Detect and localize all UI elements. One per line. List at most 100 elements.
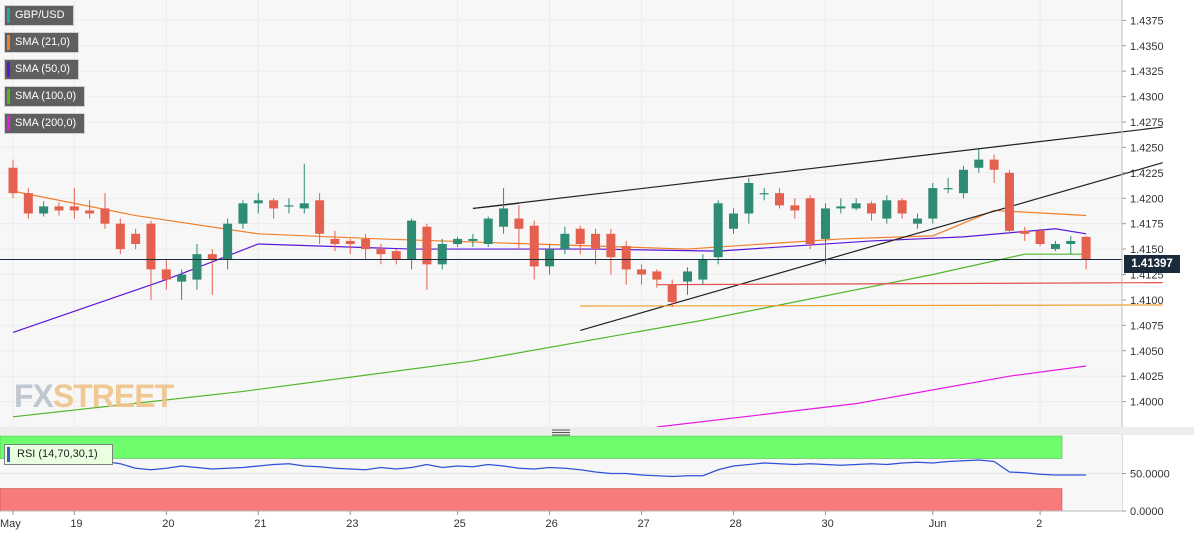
x-tick-label: 27 (638, 518, 650, 530)
candle (744, 177, 754, 224)
channel-top-short-line (472, 202, 519, 210)
legend-item-gbpusd[interactable]: GBP/USD (4, 5, 74, 26)
candle (1066, 235, 1076, 255)
candle-body (698, 259, 708, 280)
legend-label: GBP/USD (15, 9, 65, 21)
y-tick-label: 1.4075 (1130, 320, 1164, 332)
candle (912, 213, 922, 229)
candle-body (1004, 172, 1014, 231)
x-tick-label: 25 (454, 518, 466, 530)
legend-item-sma-21[interactable]: SMA (21,0) (4, 32, 80, 53)
candle (483, 216, 493, 248)
candle (437, 238, 447, 270)
candle-body (115, 223, 125, 250)
x-tick-label: 23 (346, 518, 358, 530)
candle-body (637, 269, 647, 275)
y-tick-label: 1.4225 (1130, 168, 1164, 180)
candle (330, 230, 340, 252)
x-tick-label: 26 (546, 518, 558, 530)
candle-body (223, 223, 233, 260)
candle-body (207, 254, 217, 260)
y-tick-label: 1.4100 (1130, 295, 1164, 307)
legend-item-sma-200[interactable]: SMA (200,0) (4, 113, 86, 134)
candle-body (606, 233, 616, 258)
candle (391, 249, 401, 265)
candle-body (820, 208, 830, 239)
candle-body (100, 208, 110, 224)
x-tick-label: 20 (162, 518, 174, 530)
candle (376, 244, 386, 265)
candle-body (192, 254, 202, 280)
candle (422, 223, 432, 290)
candle-body (974, 159, 984, 168)
candle (713, 200, 723, 265)
y-tick-label: 1.4325 (1130, 66, 1164, 78)
candle (315, 193, 325, 244)
candle (54, 202, 64, 216)
candle-body (667, 284, 677, 302)
candle (39, 201, 49, 217)
candle-body (575, 228, 585, 244)
candle-body (85, 210, 95, 214)
candle (606, 228, 616, 275)
sma-200-line (656, 365, 1087, 428)
candle-body (269, 200, 279, 209)
upper-channel-line (472, 126, 1163, 210)
candle (514, 205, 524, 250)
candle (1050, 240, 1060, 252)
candle-body (238, 203, 248, 224)
candle-body (161, 269, 171, 280)
x-tick-label: May (0, 518, 21, 530)
candle (759, 188, 769, 201)
candle-body (483, 218, 493, 244)
candle (453, 236, 463, 248)
panel-resize-handle[interactable] (552, 429, 570, 436)
y-tick-label: 1.4150 (1130, 244, 1164, 256)
candle-body (621, 246, 631, 270)
candle (1020, 226, 1030, 241)
candle-body (897, 200, 907, 214)
candle (652, 269, 662, 288)
candle-body (1035, 230, 1045, 244)
legend-label: SMA (50,0) (15, 63, 71, 75)
candle (560, 226, 570, 255)
candle (361, 233, 371, 260)
candle-body (560, 233, 570, 250)
candle (223, 218, 233, 270)
fxstreet-logo: FXSTREET (14, 378, 174, 414)
y-tick-label: 1.4275 (1130, 117, 1164, 129)
candle (161, 259, 171, 290)
candle (529, 220, 539, 280)
x-tick-label: 21 (254, 518, 266, 530)
candle (85, 200, 95, 219)
x-tick-label: 2 (1036, 518, 1042, 530)
legend-label: SMA (21,0) (15, 36, 71, 48)
y-tick-label: 1.4350 (1130, 41, 1164, 53)
candle-body (683, 271, 693, 282)
candle (8, 159, 18, 199)
candle (637, 264, 647, 285)
candle-body (54, 206, 64, 211)
candle-body (1050, 244, 1060, 250)
candle (882, 195, 892, 224)
candle-body (299, 203, 309, 209)
rising-wedge-line (580, 162, 1163, 331)
candle (238, 200, 248, 229)
candle-body (790, 205, 800, 211)
legend-item-sma-50[interactable]: SMA (50,0) (4, 59, 80, 80)
rsi-legend-item[interactable]: RSI (14,70,30,1) (4, 444, 113, 465)
candle-body (453, 238, 463, 244)
legend-swatch-sma-50 (7, 62, 10, 77)
candle (269, 198, 279, 219)
candle (989, 154, 999, 183)
rsi-oversold-zone (0, 488, 1063, 512)
time-axis: May 19 20 21 23 25 26 27 28 30 Jun 2 (0, 511, 1042, 530)
candle-body (146, 223, 156, 270)
candle (284, 198, 294, 214)
legend-item-sma-100[interactable]: SMA (100,0) (4, 86, 86, 107)
candle (591, 228, 601, 265)
candle (851, 198, 861, 211)
rsi-axis: 0.0000 50.0000 (1122, 469, 1170, 518)
candle-body (1066, 240, 1076, 244)
